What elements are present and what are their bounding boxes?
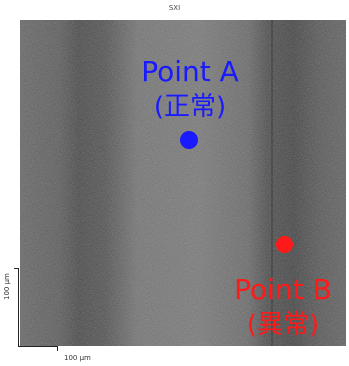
point-a-marker xyxy=(180,131,198,149)
point-b-marker xyxy=(276,236,293,253)
scale-bar-vertical xyxy=(18,268,19,346)
point-a-sublabel: (正常) xyxy=(153,92,227,122)
scale-label-x: 100 µm xyxy=(64,354,91,362)
scale-bar-horizontal xyxy=(18,346,58,347)
point-b-label: Point B xyxy=(234,273,332,306)
scale-tick-y xyxy=(14,268,19,269)
point-a-label: Point A xyxy=(141,55,239,88)
scale-tick-x xyxy=(57,346,58,351)
scale-label-y: 100 µm xyxy=(3,273,11,300)
point-b-sublabel: (異常) xyxy=(246,310,320,340)
image-title: SXI xyxy=(168,4,181,12)
xray-image-panel xyxy=(20,20,346,346)
xray-image xyxy=(20,20,346,346)
